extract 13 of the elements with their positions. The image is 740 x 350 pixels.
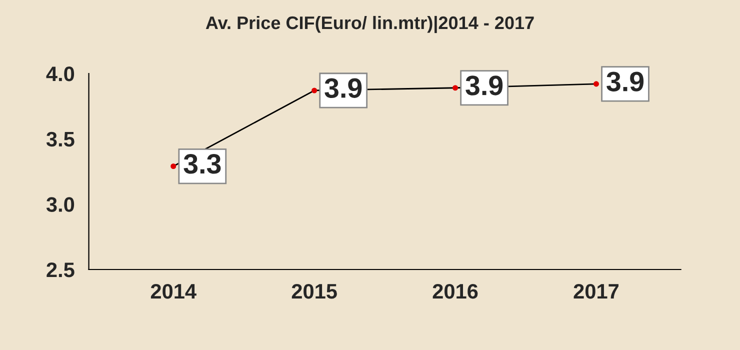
x-tick-label: 2017 [574, 284, 618, 299]
x-tick-label: 2016 [432, 284, 478, 299]
chart-title: Av. Price CIF(Euro/ lin.mtr)|2014 - 2017 [206, 16, 534, 34]
y-tick-label: 3.5 [46, 132, 74, 147]
y-tick-label: 3.0 [46, 197, 74, 212]
y-tick-label: 4.0 [46, 66, 74, 82]
data-label: 3.9 [606, 72, 644, 92]
x-tick-label: 2014 [150, 284, 196, 299]
data-label: 3.9 [466, 76, 503, 96]
data-label: 3.9 [324, 78, 362, 98]
y-tick-label: 2.5 [46, 262, 74, 278]
data-label: 3.3 [184, 154, 221, 174]
x-tick-label: 2015 [292, 284, 337, 299]
